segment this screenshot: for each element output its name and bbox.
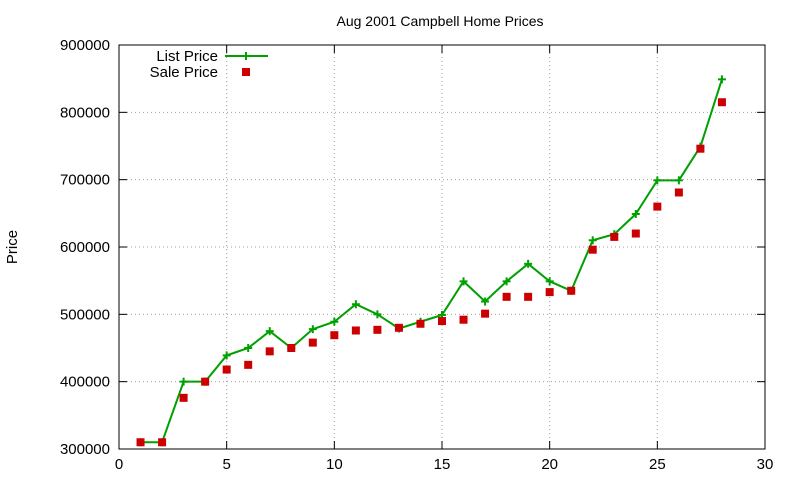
list-price-point (717, 75, 726, 84)
chart-title: Aug 2001 Campbell Home Prices (337, 13, 544, 29)
legend-swatch-marker (242, 68, 250, 76)
sale-price-point (717, 98, 726, 107)
sale-price-point (308, 338, 317, 347)
y-axis-label: Price (4, 230, 21, 264)
grid (119, 45, 765, 449)
sale-price-point (674, 188, 683, 197)
list-price-point (502, 277, 511, 286)
series-sale-price (136, 98, 726, 447)
list-price-line (140, 79, 723, 444)
sale-price-point (158, 438, 167, 447)
sale-price-point (610, 232, 619, 241)
list-price-point (222, 351, 231, 360)
x-tick-label: 0 (115, 456, 123, 473)
sale-price-point (696, 144, 705, 153)
axis-ticks: 300000 400000 500000 600000 700000 800000 9000… (60, 37, 773, 473)
sale-price-point (438, 317, 446, 326)
legend-item-sale-price: Sale Price (150, 64, 250, 81)
list-price-point (524, 259, 533, 268)
legend-label: Sale Price (150, 64, 218, 81)
sale-price-point (136, 438, 145, 447)
list-price-point (653, 176, 662, 185)
sale-price-point (502, 292, 511, 301)
sale-price-point (545, 288, 554, 297)
list-price-point (631, 210, 640, 219)
legend-swatch-marker (242, 52, 250, 60)
sale-price-point (222, 365, 231, 374)
legend-label: List Price (156, 48, 218, 65)
x-tick-label: 30 (757, 456, 774, 473)
sale-price-point (351, 326, 360, 335)
y-tick-label: 800000 (60, 104, 110, 121)
y-tick-label: 300000 (60, 441, 110, 458)
x-tick-label: 15 (434, 456, 451, 473)
list-price-point (179, 377, 188, 386)
list-price-point (588, 236, 597, 245)
sale-price-point (201, 377, 210, 386)
sale-price-point (459, 315, 468, 324)
list-price-point (459, 277, 468, 286)
x-tick-label: 25 (649, 456, 666, 473)
list-price-point (351, 300, 360, 309)
sale-price-point (394, 323, 403, 332)
y-tick-label: 900000 (60, 37, 110, 54)
list-price-point (244, 344, 253, 352)
sale-price-point (481, 309, 490, 318)
list-price-point (265, 327, 274, 336)
x-tick-label: 20 (541, 456, 558, 473)
sale-price-point (653, 202, 662, 211)
sale-price-point (588, 245, 597, 254)
y-tick-label: 400000 (60, 374, 110, 391)
list-price-point (545, 277, 554, 286)
list-price-point (373, 310, 382, 319)
sale-price-point (265, 347, 274, 356)
list-price-point (308, 325, 317, 334)
x-tick-label: 10 (326, 456, 343, 473)
y-tick-label: 600000 (60, 239, 110, 256)
sale-price-point (330, 331, 339, 340)
y-tick-label: 700000 (60, 172, 110, 189)
plot-frame (118, 44, 766, 450)
list-price-point (330, 317, 339, 326)
sale-price-point (567, 286, 576, 295)
list-price-point (674, 176, 683, 185)
sale-price-point (287, 344, 296, 352)
series-layer (136, 75, 726, 447)
sale-price-point (244, 360, 253, 369)
series-list-price (136, 75, 726, 447)
sale-price-point (524, 292, 533, 301)
sale-price-point (416, 319, 425, 328)
legend-item-list-price: List Price (156, 48, 268, 65)
y-tick-label: 500000 (60, 306, 110, 323)
sale-price-point (631, 229, 640, 238)
x-tick-label: 5 (222, 456, 230, 473)
sale-price-point (179, 393, 188, 402)
sale-price-point (373, 325, 382, 334)
list-price-point (481, 297, 490, 306)
